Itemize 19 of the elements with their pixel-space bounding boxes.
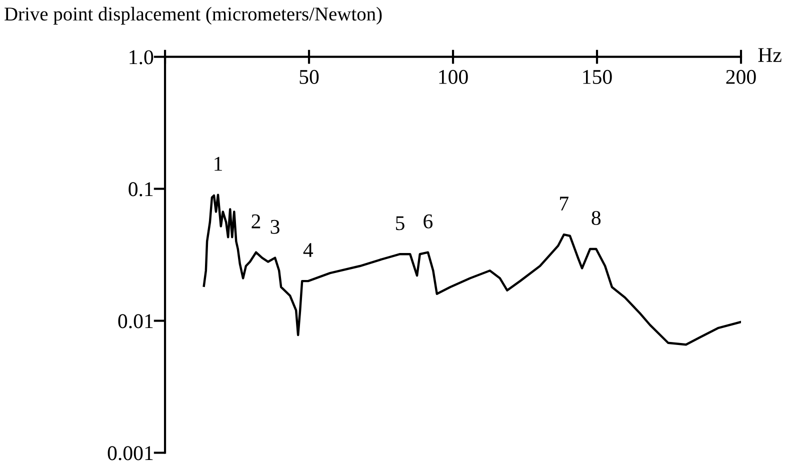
- y-tick-label: 1.0: [130, 50, 154, 64]
- y-axis-title: Drive point displacement (micrometers/Newton): [4, 6, 382, 25]
- y-tick-label: 0.1: [128, 182, 153, 196]
- x-tick-label: 150: [583, 70, 612, 84]
- annotation: 5: [396, 216, 404, 230]
- annotation: 7: [560, 196, 568, 210]
- y-tick-label: 0.001: [108, 446, 153, 460]
- annotation: 3: [270, 220, 280, 234]
- x-axis-title: Hz: [758, 48, 782, 62]
- x-tick-label: 100: [439, 70, 468, 84]
- x-tick-label: 50: [300, 70, 319, 84]
- annotation: 4: [303, 243, 314, 257]
- annotation: 6: [424, 214, 433, 228]
- annotation: 8: [592, 210, 601, 226]
- line-series: [202, 194, 742, 346]
- annotation: 1: [214, 156, 222, 171]
- y-tick-label: 0.01: [118, 314, 153, 328]
- x-tick-label: 200: [726, 70, 756, 84]
- annotation: 2: [252, 214, 260, 228]
